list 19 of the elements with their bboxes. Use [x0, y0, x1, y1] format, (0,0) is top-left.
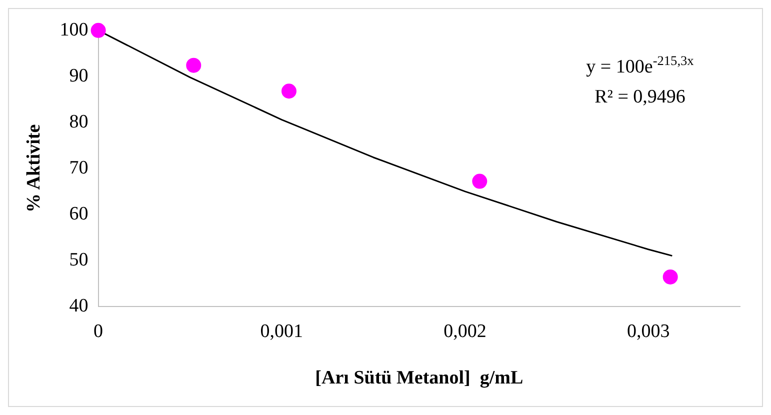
x-tick-label: 0,002 — [444, 320, 486, 342]
annotation: R² = 0,9496 — [594, 86, 686, 108]
y-tick-label: 50 — [69, 249, 88, 270]
point — [90, 22, 106, 38]
y-tick-label: 40 — [69, 295, 88, 316]
point — [281, 84, 296, 99]
y-tick-label: 60 — [69, 203, 88, 224]
x-tick-label: 0 — [94, 320, 104, 342]
point — [662, 269, 678, 284]
y-tick-label: 80 — [69, 111, 88, 132]
point — [472, 174, 488, 189]
x-tick-label: 0,001 — [260, 320, 304, 342]
y-tick-label: 70 — [69, 157, 88, 178]
y-tick-label: 100 — [60, 19, 88, 40]
point — [186, 58, 202, 73]
y-tick-label: 90 — [69, 65, 88, 86]
x-axis-title: [Arı Sütü Metanol] g/mL — [315, 368, 524, 389]
x-tick-label: 0,003 — [626, 320, 670, 342]
y-axis-title: % Aktivite — [23, 124, 44, 212]
